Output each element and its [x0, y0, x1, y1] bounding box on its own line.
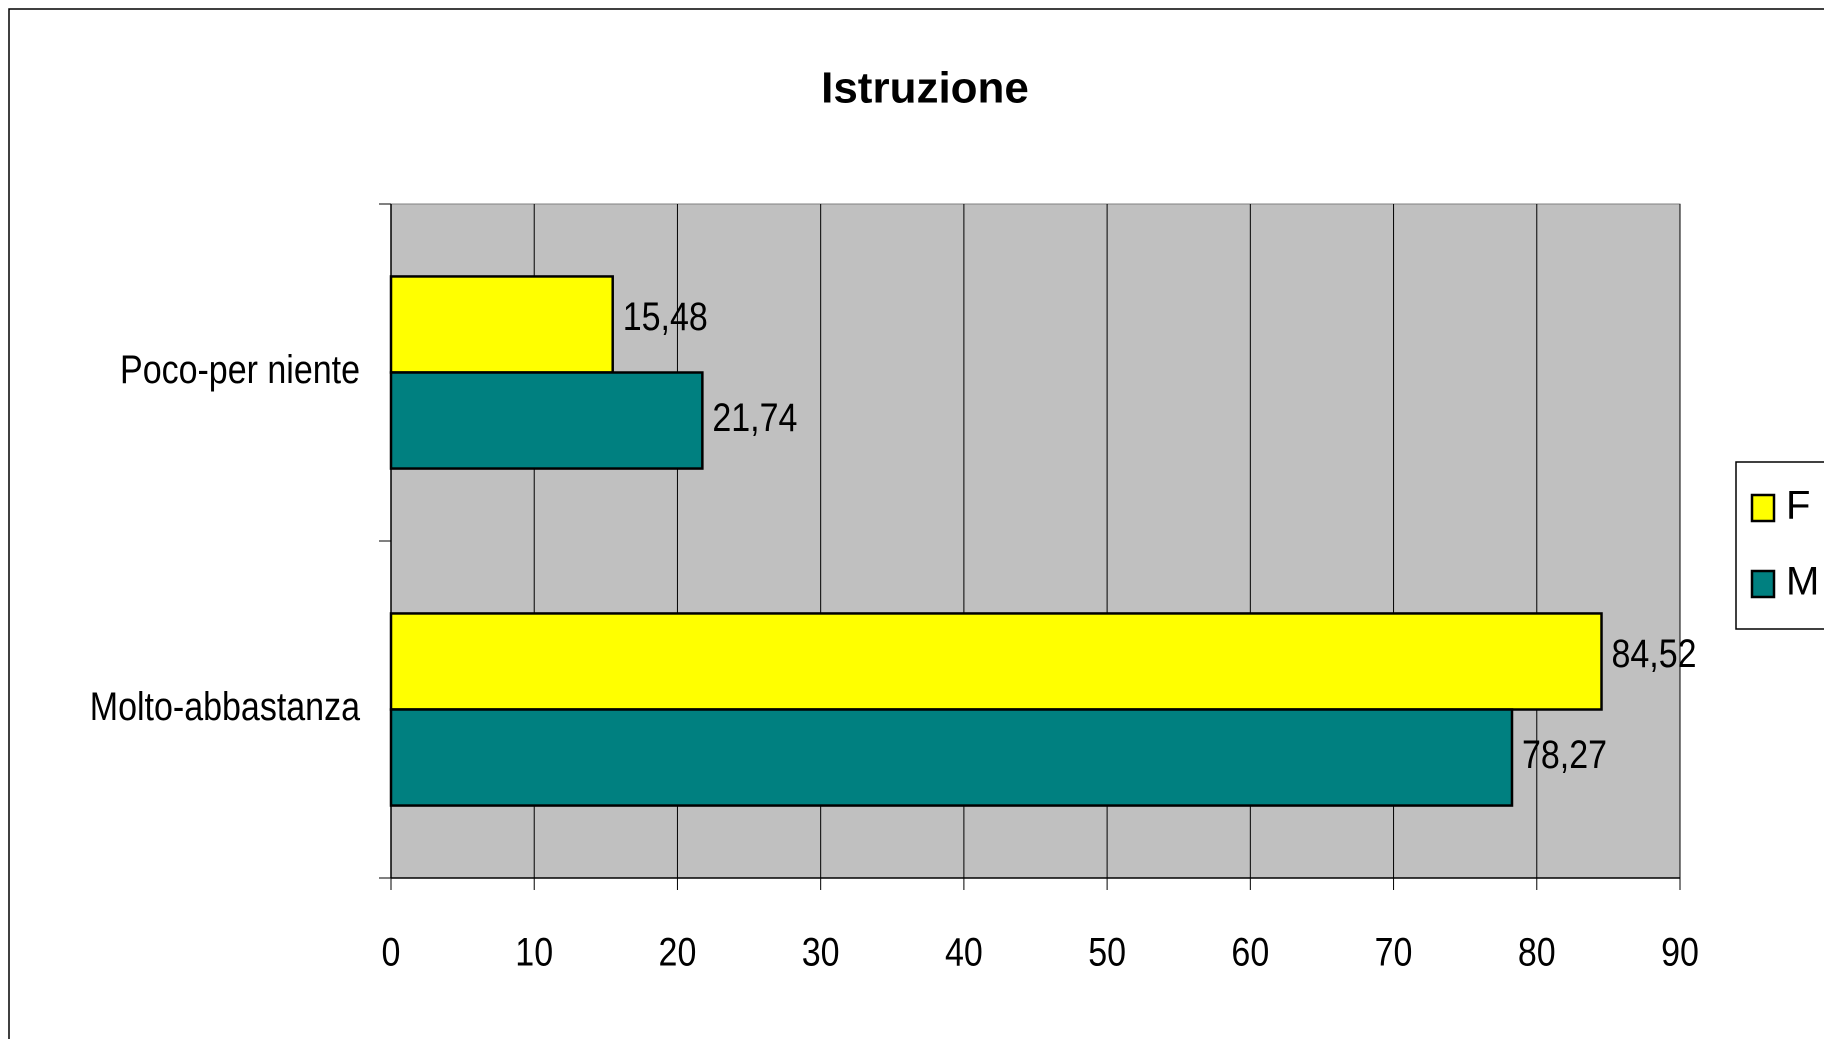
x-tick-label: 40: [945, 929, 983, 974]
x-tick-label: 30: [802, 929, 840, 974]
data-label: 84,52: [1612, 631, 1697, 676]
x-tick-label: 50: [1088, 929, 1126, 974]
chart-title: Istruzione: [821, 64, 1029, 113]
bar: [389, 612, 1603, 711]
data-label: 78,27: [1522, 731, 1607, 776]
x-tick-label: 20: [659, 929, 697, 974]
bar: [389, 371, 704, 470]
x-tick-label: 70: [1375, 929, 1413, 974]
y-tick-label: Poco-per niente: [120, 346, 360, 391]
x-tick-label: 80: [1518, 929, 1556, 974]
legend-swatch: [1750, 493, 1776, 523]
x-tick-label: 0: [382, 929, 401, 974]
bar: [389, 275, 614, 374]
bar: [389, 708, 1514, 807]
x-tick-label: 90: [1661, 929, 1699, 974]
legend-swatch: [1750, 569, 1776, 599]
legend-label: M: [1786, 560, 1819, 604]
y-tick-label: Molto-abbastanza: [90, 683, 361, 728]
data-label: 15,48: [623, 294, 708, 339]
x-tick-label: 60: [1231, 929, 1269, 974]
data-label: 21,74: [712, 394, 797, 439]
legend-label: F: [1786, 484, 1810, 528]
x-tick-label: 10: [515, 929, 553, 974]
legend-box: [1735, 461, 1824, 630]
